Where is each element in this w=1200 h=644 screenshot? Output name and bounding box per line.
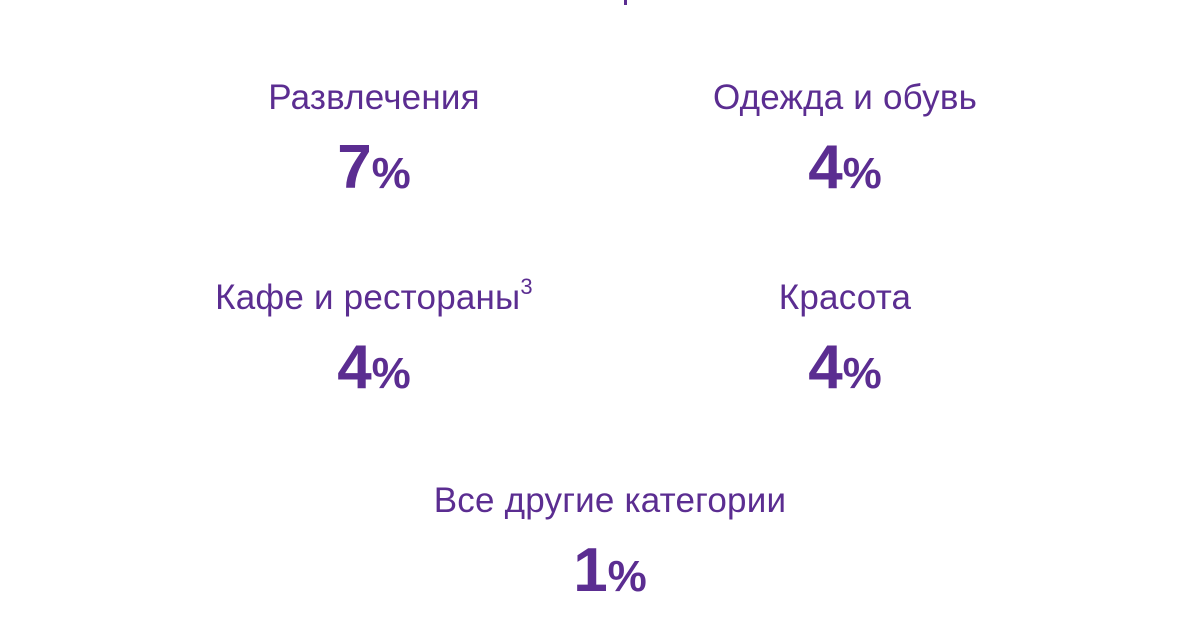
stat-label: Все другие категории (433, 481, 787, 520)
stat-value: 4% (337, 333, 411, 402)
stat-value: 4% (808, 333, 882, 402)
stat-other-categories: Все другие категории 1% (380, 481, 840, 617)
stat-beauty: Красота 4% (615, 278, 1075, 414)
stat-value: 4% (808, 133, 882, 202)
stat-value: 7% (337, 133, 411, 202)
stat-entertainment: Развлечения 7% (144, 78, 604, 214)
stat-label: Одежда и обувь (712, 78, 978, 117)
stat-label: Кафе и рестораны3 (215, 274, 533, 317)
stat-clothing-shoes: Одежда и обувь 4% (615, 78, 1075, 214)
stat-cafes-restaurants: Кафе и рестораны3 4% (144, 274, 604, 414)
stat-label: Развлечения (268, 78, 480, 117)
stat-value: 1% (573, 536, 647, 605)
stat-label: Красота (778, 278, 912, 317)
top-edge-mark (624, 0, 627, 5)
footnote-marker: 3 (520, 274, 533, 300)
